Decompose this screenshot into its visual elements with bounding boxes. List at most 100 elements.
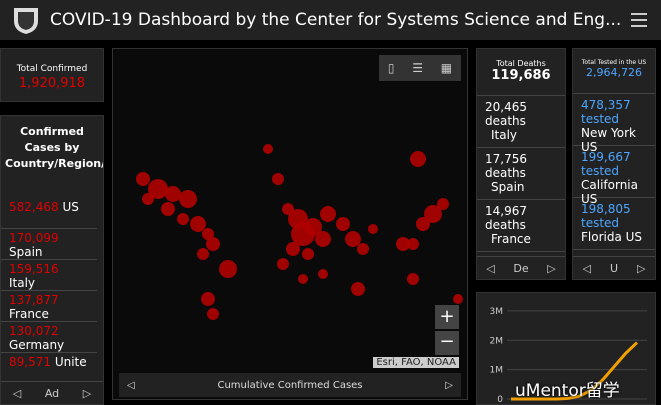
- map-bubble: [148, 179, 168, 199]
- country: Germany: [9, 338, 65, 352]
- confirmed-list: 582,468 US 170,099 Spain 159,516 Italy 137,…: [1, 198, 103, 384]
- map-bubble: [201, 292, 215, 306]
- unit: tested: [581, 112, 620, 126]
- map-bubble: [424, 205, 442, 223]
- map-bubble: [286, 242, 300, 256]
- prev[interactable]: ◁: [582, 261, 591, 275]
- count-line: 17,756 deaths: [485, 152, 551, 180]
- deaths-label: Total Deaths: [496, 59, 546, 68]
- map[interactable]: [113, 49, 468, 400]
- map-bubble: [206, 237, 220, 251]
- map-bubble: [345, 231, 361, 247]
- menu-button[interactable]: [630, 12, 648, 28]
- list-item: 20,465 deaths Italy: [477, 96, 565, 148]
- map-bubble: [207, 308, 219, 320]
- map-bubble: [407, 238, 419, 250]
- y-tick-label: 3M: [490, 307, 504, 317]
- tested-nav: ◁ U ▷: [573, 256, 655, 279]
- count: 17,756: [485, 152, 527, 166]
- prev[interactable]: ◁: [12, 386, 22, 400]
- map-bubble: [219, 260, 237, 278]
- unit: deaths: [485, 166, 526, 180]
- qr-button[interactable]: ▦: [440, 61, 453, 75]
- list-item: 199,667 tested California US: [573, 146, 655, 206]
- map-bubble: [165, 186, 181, 202]
- count-line: 14,967 deaths: [485, 204, 551, 232]
- unit: deaths: [485, 114, 526, 128]
- count: 14,967: [485, 204, 527, 218]
- count: 137,877: [9, 293, 59, 307]
- map-bubble: [298, 274, 308, 284]
- count: 20,465: [485, 100, 527, 114]
- bookmark-button[interactable]: ▯: [387, 61, 395, 75]
- map-bubble: [315, 231, 331, 247]
- y-tick-label: 0: [497, 395, 503, 405]
- count: 478,357: [581, 98, 631, 112]
- map-bubble: [437, 198, 449, 210]
- count: 199,667: [581, 150, 631, 164]
- list-item: 198,805 tested Florida US: [573, 198, 655, 250]
- zoom-in[interactable]: +: [435, 305, 459, 329]
- name: France: [491, 232, 531, 246]
- zoom-out[interactable]: −: [435, 331, 459, 355]
- count-line: 20,465 deaths: [485, 100, 551, 128]
- map-footer: ◁ Cumulative Confirmed Cases ▷: [119, 373, 461, 397]
- tab[interactable]: U: [609, 261, 619, 275]
- list-item: 170,099 Spain: [1, 229, 97, 260]
- list-button[interactable]: ☰: [412, 61, 423, 75]
- map-bubble: [320, 206, 336, 222]
- map-bubble: [410, 151, 426, 167]
- map-bubble: [142, 193, 154, 205]
- map-bubble: [407, 273, 419, 285]
- tab[interactable]: Ad: [44, 386, 60, 400]
- list-item: 159,516 Italy: [1, 260, 97, 291]
- map-bubble: [318, 269, 328, 279]
- tested-label: Total Tested in the US: [581, 59, 647, 66]
- next[interactable]: ▷: [82, 386, 92, 400]
- deaths-nav: ◁ De ▷: [477, 256, 565, 279]
- prev[interactable]: ◁: [127, 379, 135, 391]
- prev[interactable]: ◁: [486, 261, 495, 275]
- list-item: 478,357 tested New York US: [573, 94, 655, 154]
- name: Florida US: [581, 230, 643, 244]
- next[interactable]: ▷: [445, 379, 453, 391]
- map-bubble: [304, 218, 322, 236]
- unit: tested: [581, 164, 620, 178]
- map-bubble: [336, 217, 350, 231]
- name: Spain: [491, 180, 525, 194]
- map-bubble: [197, 248, 209, 260]
- line-chart: 3M 2M 1M 0: [490, 307, 647, 405]
- total-confirmed-panel: Total Confirmed 1,920,918: [0, 48, 104, 102]
- count-line: 199,667 tested: [581, 150, 647, 178]
- country: Spain: [9, 245, 43, 259]
- map-bubble: [202, 228, 214, 240]
- tested-panel: Total Tested in the US 2,964,726 478,357…: [572, 48, 656, 280]
- confirmed-list-panel: Confirmed Cases by Country/Region/Sovere…: [0, 115, 104, 405]
- list-item: 130,072 Germany: [1, 322, 97, 353]
- map-bubble: [396, 237, 410, 251]
- watermark: uMentor留学: [515, 381, 620, 401]
- unit: deaths: [485, 218, 526, 232]
- country: Unite: [54, 355, 87, 369]
- map-bubble: [416, 217, 430, 231]
- count: 170,099: [9, 231, 59, 245]
- list-item: 14,967 deaths France: [477, 200, 565, 252]
- next[interactable]: ▷: [637, 261, 646, 275]
- map-bubble: [179, 190, 197, 208]
- total-confirmed-value: 1,920,918: [18, 76, 86, 91]
- list-item: 137,877 France: [1, 291, 97, 322]
- map-bubble: [272, 173, 284, 185]
- next[interactable]: ▷: [547, 261, 556, 275]
- count: 198,805: [581, 202, 631, 216]
- y-tick-label: 1M: [490, 366, 504, 376]
- count-line: 478,357 tested: [581, 98, 647, 126]
- tab[interactable]: De: [513, 261, 529, 275]
- count: 159,516: [9, 262, 59, 276]
- confirmed-list-title: Confirmed Cases by Country/Region/Sovere…: [5, 125, 103, 170]
- map-bubble: [177, 213, 189, 225]
- top-bar: COVID-19 Dashboard by the Center for Sys…: [0, 0, 661, 40]
- count: 130,072: [9, 324, 59, 338]
- y-tick-label: 2M: [490, 336, 504, 346]
- list-item: 89,571 Unite: [1, 353, 97, 384]
- map-bubble: [368, 224, 378, 234]
